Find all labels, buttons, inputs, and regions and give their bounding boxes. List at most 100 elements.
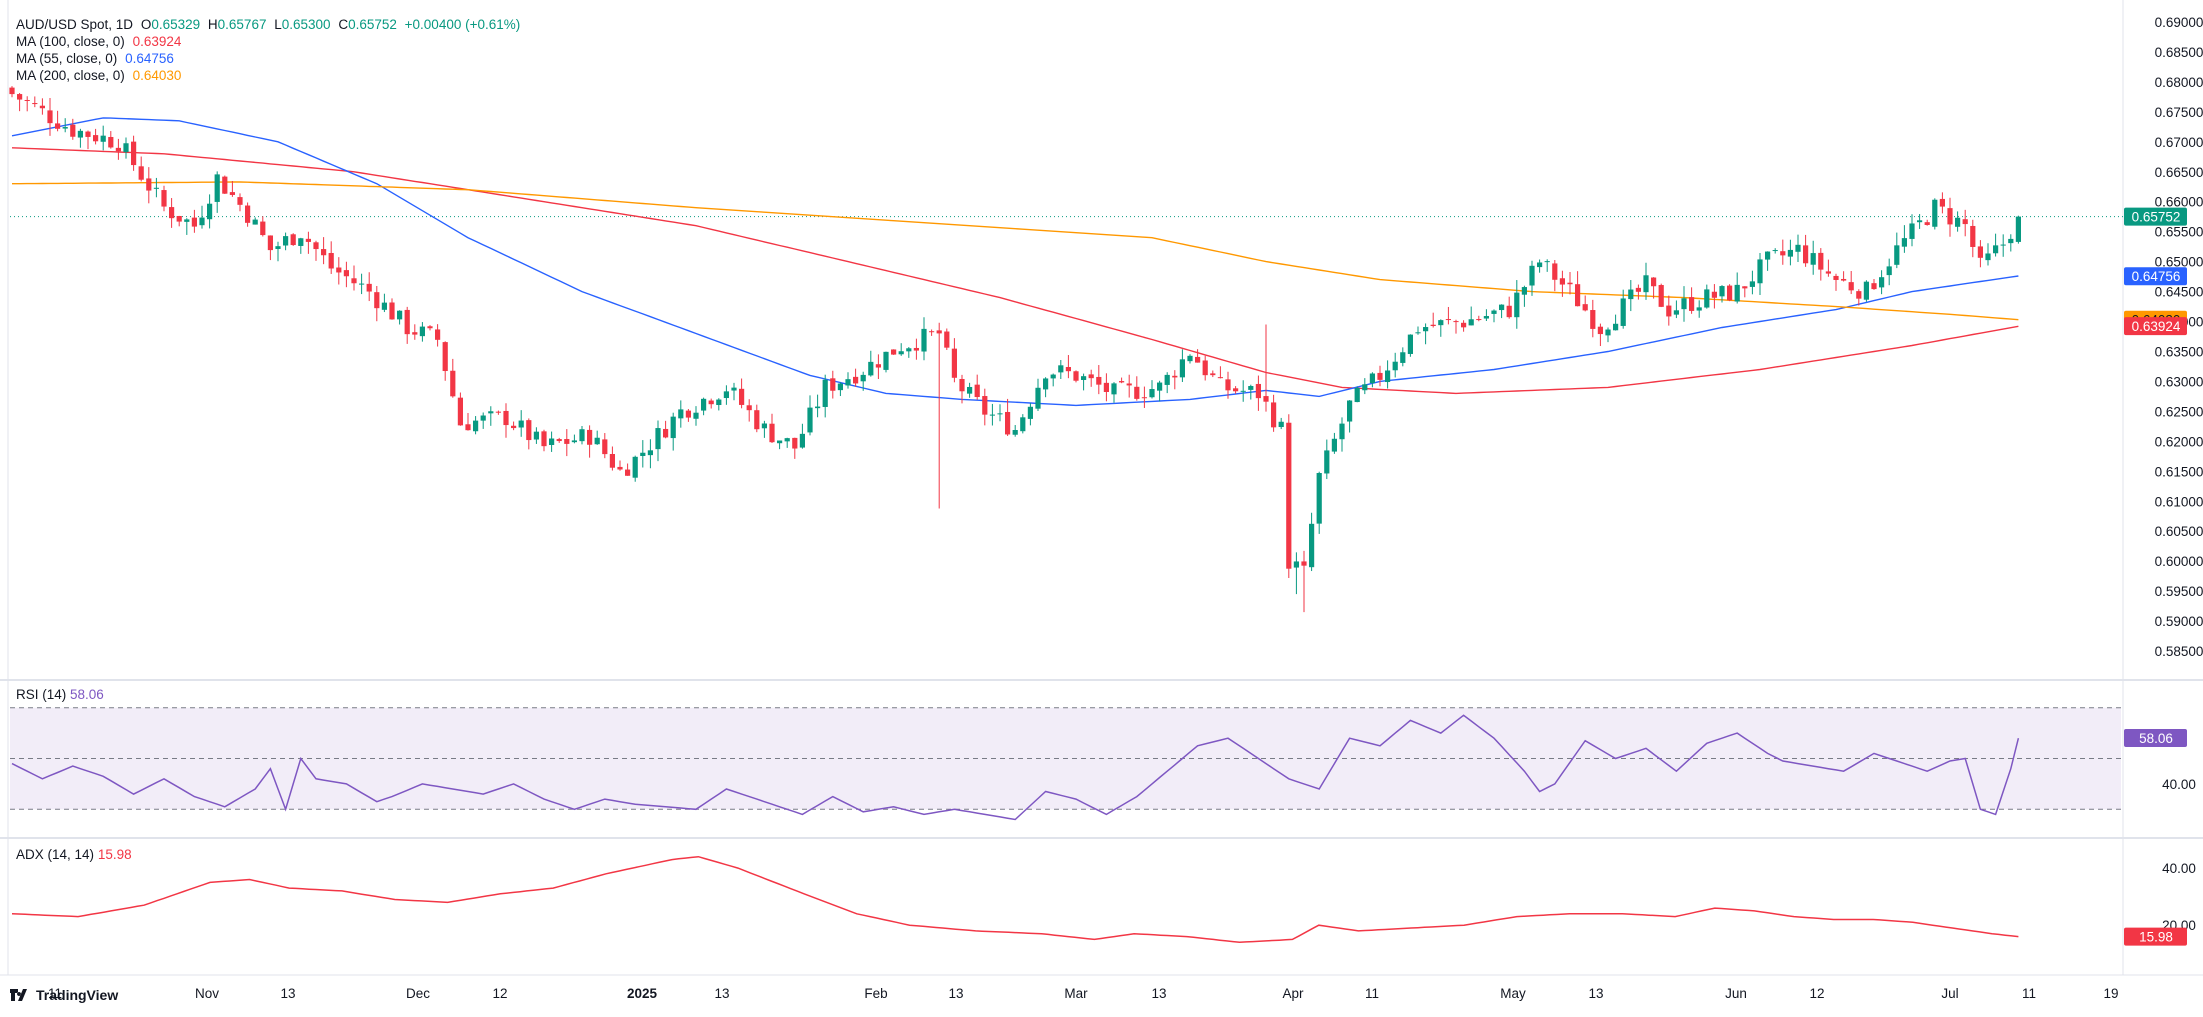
candle-body — [1210, 373, 1216, 376]
candle-body — [336, 267, 342, 273]
ma55-legend[interactable]: MA (55, close, 0) 0.64756 — [16, 50, 178, 67]
candle-body — [457, 397, 463, 426]
candle-body — [1331, 438, 1337, 452]
candle-body — [1278, 421, 1284, 428]
price-tick-label: 0.58500 — [2155, 644, 2203, 659]
candle-body — [1309, 523, 1315, 568]
candle-body — [1803, 245, 1809, 264]
close-value: 0.65752 — [348, 17, 397, 32]
candle-body — [1856, 291, 1862, 299]
candle-body — [488, 411, 494, 414]
symbol-label[interactable]: AUD/USD Spot, 1D — [16, 17, 134, 32]
candle-body — [229, 192, 235, 195]
candle-body — [845, 379, 851, 386]
candle-body — [1377, 372, 1383, 380]
candle-body — [1354, 387, 1360, 403]
candle-body — [412, 332, 418, 335]
candle-body — [138, 166, 144, 180]
candle-body — [1058, 365, 1064, 373]
candle-body — [1666, 305, 1672, 317]
adx-legend[interactable]: ADX (14, 14) 15.98 — [16, 847, 132, 862]
rsi-value: 58.06 — [70, 687, 104, 702]
candle-body — [1917, 220, 1923, 223]
candle-body — [1932, 199, 1938, 227]
candle-body — [207, 203, 213, 220]
candle-body — [1362, 384, 1368, 391]
candle-body — [1787, 249, 1793, 257]
candle-body — [146, 178, 152, 191]
candle-body — [1719, 286, 1725, 297]
candle-body — [1483, 316, 1489, 319]
candle-body — [1833, 275, 1839, 280]
tradingview-logo[interactable]: TradingView — [10, 987, 118, 1003]
candle-body — [267, 235, 273, 251]
candle-body — [587, 429, 593, 445]
candle-body — [1544, 261, 1550, 263]
ma100-legend[interactable]: MA (100, close, 0) 0.63924 — [16, 33, 185, 50]
candle-body — [678, 409, 684, 419]
candle-body — [533, 431, 539, 440]
candle-body — [1871, 283, 1877, 290]
candle-body — [70, 124, 76, 137]
price-tick-label: 0.65000 — [2155, 255, 2203, 270]
candle-body — [1111, 383, 1117, 395]
price-tick-label: 0.64500 — [2155, 285, 2203, 300]
candle-body — [1643, 275, 1649, 293]
candle-body — [191, 217, 197, 227]
ma100-price-tag-label: 0.63924 — [2132, 319, 2181, 334]
ma200-legend[interactable]: MA (200, close, 0) 0.64030 — [16, 67, 185, 84]
candle-body — [85, 131, 91, 137]
ma200-line — [12, 181, 2019, 321]
candle-body — [1293, 561, 1299, 568]
candle-body — [275, 246, 281, 249]
candle-body — [1157, 382, 1163, 391]
candle-body — [123, 143, 129, 153]
candle-body — [754, 410, 760, 430]
candle-body — [708, 400, 714, 405]
candle-body — [374, 292, 380, 309]
candle-body — [1126, 383, 1132, 386]
candle-body — [435, 329, 441, 340]
price-tick-label: 0.67000 — [2155, 135, 2203, 150]
adx-value: 15.98 — [97, 847, 132, 862]
time-tick-label: Nov — [195, 986, 219, 1001]
candle-body — [176, 215, 182, 222]
candle-body — [1468, 319, 1474, 326]
candle-body — [761, 423, 767, 429]
price-tick-label: 0.61500 — [2155, 464, 2203, 479]
candle-body — [366, 283, 372, 292]
axis-layer: 0.69000 0.68500 0.68000 0.67500 0.67000 0.665… — [48, 15, 2203, 1001]
candle-body — [647, 450, 653, 456]
candle-body — [343, 270, 349, 277]
candle-body — [564, 439, 570, 444]
adx-tick-label: 40.00 — [2162, 861, 2196, 876]
candle-body — [526, 420, 532, 441]
candle-body — [62, 127, 68, 129]
candle-body — [792, 437, 798, 449]
candle-body — [1757, 259, 1763, 284]
candle-body — [1301, 561, 1307, 566]
candle-body — [944, 331, 950, 348]
candle-body — [1233, 388, 1239, 392]
candle-body — [860, 374, 866, 382]
candle-body — [1734, 284, 1740, 302]
time-tick-label: Jul — [1941, 986, 1958, 1001]
candle-body — [1689, 297, 1695, 311]
candle-body — [1590, 310, 1596, 329]
candle-body — [571, 440, 577, 443]
candle-body — [313, 242, 319, 250]
candle-body — [1430, 324, 1436, 326]
candle-body — [1453, 321, 1459, 323]
candle-body — [655, 428, 661, 450]
price-tick-label: 0.62000 — [2155, 434, 2203, 449]
adx-tag-bg — [2124, 927, 2187, 946]
candle-body — [1772, 250, 1778, 252]
rsi-label: RSI (14) — [16, 687, 67, 702]
price-tick-label: 0.60000 — [2155, 554, 2203, 569]
candle-body — [602, 439, 608, 455]
rsi-legend[interactable]: RSI (14) 58.06 — [16, 687, 104, 702]
candle-body — [351, 278, 357, 284]
